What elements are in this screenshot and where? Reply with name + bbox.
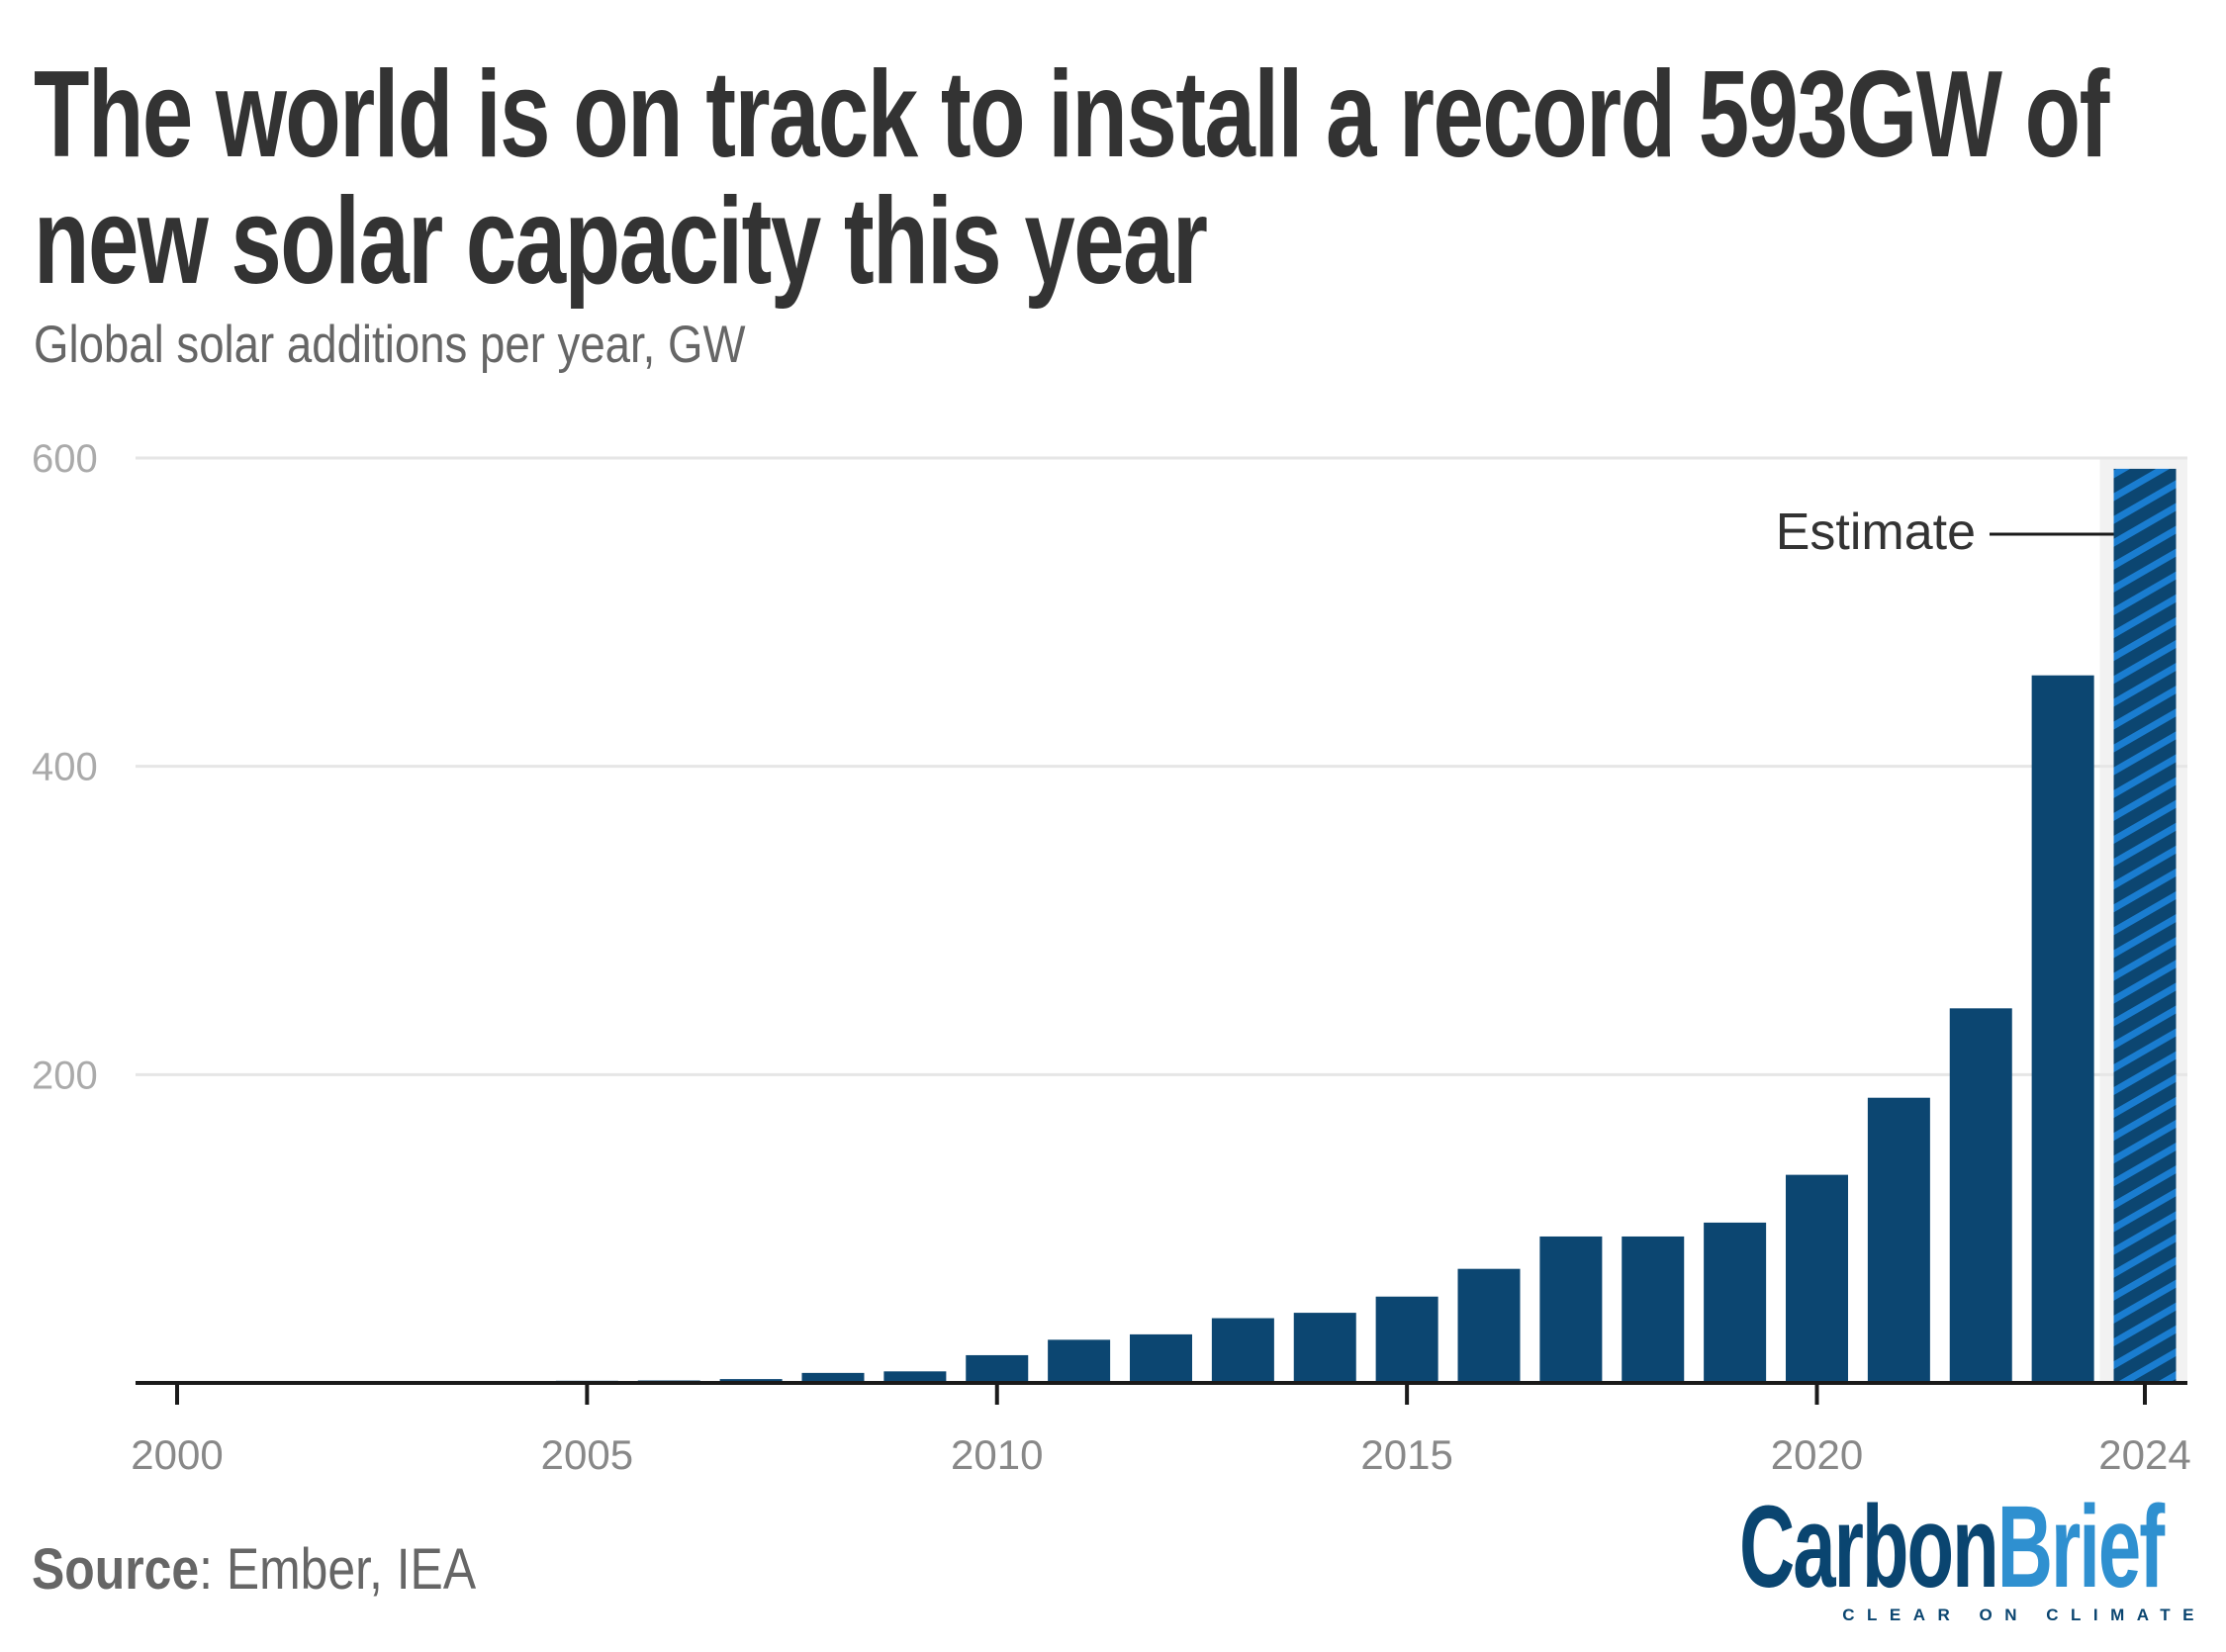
chart-title-line-2: new solar capacity this year — [34, 173, 1208, 310]
bar-2011 — [1048, 1339, 1111, 1383]
bar-2023 — [2031, 675, 2094, 1383]
carbonbrief-logo: CarbonBrief CLEAR ON CLIMATE — [1739, 1496, 2206, 1624]
bar-2016 — [1457, 1268, 1521, 1383]
bar-2019 — [1704, 1222, 1767, 1383]
x-tick-label-2020: 2020 — [1771, 1431, 1863, 1478]
source-label: Source — [32, 1537, 200, 1602]
gridlines: 200 400 600 — [32, 437, 2187, 1383]
chart-subtitle: Global solar additions per year, GW — [34, 316, 746, 374]
estimate-annotation: Estimate — [1776, 504, 2114, 561]
bar-2017 — [1539, 1236, 1603, 1383]
bar-2024-estimate — [2113, 468, 2177, 1383]
bar-2010 — [966, 1354, 1029, 1383]
x-tick-label-2010: 2010 — [951, 1431, 1043, 1478]
x-tick-label-2005: 2005 — [541, 1431, 633, 1478]
bar-2014 — [1293, 1313, 1356, 1383]
chart-title-line-1: The world is on track to install a recor… — [34, 46, 2109, 183]
bar-2015 — [1375, 1296, 1438, 1383]
logo-tagline: CLEAR ON CLIMATE — [1842, 1606, 2206, 1624]
source-text: : Ember, IEA — [199, 1537, 477, 1602]
estimate-label: Estimate — [1776, 504, 1976, 561]
x-axis: 2000 2005 2010 2015 2020 2024 — [131, 1381, 2191, 1478]
x-tick-label-2015: 2015 — [1360, 1431, 1452, 1478]
x-tick-label-2024: 2024 — [2098, 1431, 2190, 1478]
bar-2008 — [801, 1372, 865, 1383]
logo-word-carbon: CarbonBrief — [1739, 1496, 2166, 1612]
y-tick-label-200: 200 — [32, 1054, 98, 1097]
bar-2020 — [1786, 1174, 1848, 1383]
bar-chart: 200 400 600 2000 2005 2010 2015 2020 2024 Estim… — [32, 437, 2191, 1478]
bar-2018 — [1622, 1236, 1685, 1383]
chart-title: The world is on track to install a recor… — [34, 51, 2172, 305]
bar-2021 — [1867, 1097, 1930, 1383]
bar-2012 — [1130, 1333, 1192, 1383]
source-note: Source: Ember, IEA — [32, 1536, 476, 1603]
x-tick-label-2000: 2000 — [131, 1431, 223, 1478]
bar-2022 — [1949, 1008, 2012, 1383]
bars — [145, 468, 2177, 1383]
bar-2013 — [1211, 1318, 1274, 1383]
y-tick-label-600: 600 — [32, 437, 98, 481]
bar-2009 — [883, 1371, 947, 1383]
y-tick-label-400: 400 — [32, 746, 98, 789]
